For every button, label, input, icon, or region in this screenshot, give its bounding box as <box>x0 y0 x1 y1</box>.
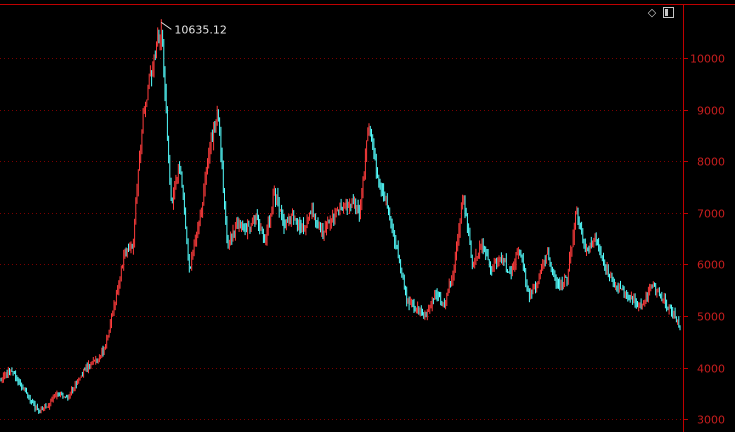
panel-toggle-icon[interactable] <box>663 7 674 18</box>
y-tick-label: 8000 <box>697 156 725 169</box>
y-tick-label: 5000 <box>697 311 725 324</box>
max-value-label: 10635.12 <box>174 23 227 36</box>
max-pointer-line <box>161 21 172 30</box>
y-tick-label: 9000 <box>697 105 725 118</box>
y-tick-label: 3000 <box>697 414 725 427</box>
y-tick-label: 10000 <box>690 53 725 66</box>
y-tick-label: 4000 <box>697 363 725 376</box>
y-tick-label: 6000 <box>697 259 725 272</box>
y-tick-label: 7000 <box>697 208 725 221</box>
diamond-icon[interactable]: ◇ <box>647 6 657 19</box>
